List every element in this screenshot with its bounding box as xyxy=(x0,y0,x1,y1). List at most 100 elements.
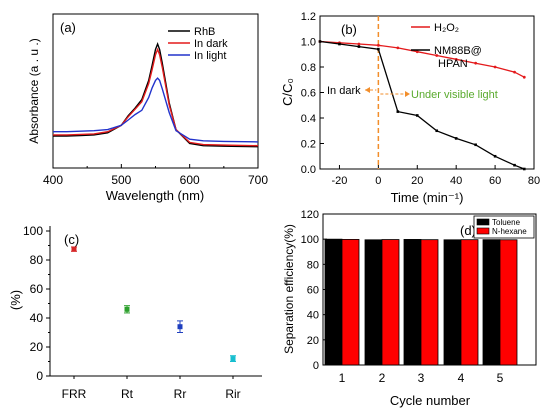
panel-a-ylabel: Absorbance (a . u .) xyxy=(27,38,41,143)
panel-b-ytick-label: 0.8 xyxy=(301,62,316,74)
panel-d-bar-toluene-5 xyxy=(482,239,501,366)
panel-b-ytick-label: 0.6 xyxy=(301,88,316,100)
panel-c-ytick-label: 100 xyxy=(23,224,43,238)
panel-a-xlabel: Wavelength (nm) xyxy=(106,188,205,203)
panel-a-label: (a) xyxy=(60,20,76,35)
panel-d-bar-toluene-1 xyxy=(324,238,343,366)
panel-d-xtick-label: 2 xyxy=(379,371,386,385)
panel-d-bar-toluene-3 xyxy=(403,239,422,366)
panel-b-ytick-label: 1.0 xyxy=(301,37,316,49)
panel-b-point xyxy=(522,75,526,79)
panel-b-point xyxy=(493,154,497,158)
panel-d-ytick-label: 20 xyxy=(307,335,319,347)
panel-c-point-rir xyxy=(230,356,236,362)
panel-b-point xyxy=(454,137,458,140)
panel-d-bar-n-hexane-4 xyxy=(460,239,479,366)
panel-a-xtick-label: 500 xyxy=(111,173,131,187)
panel-a-xtick-label: 600 xyxy=(180,173,200,187)
panel-b-ytick-label: 0.4 xyxy=(301,113,316,125)
panel-b-point xyxy=(435,129,439,133)
panel-d-bar-n-hexane-1 xyxy=(341,239,360,366)
panel-d-legend-swatch xyxy=(476,218,490,226)
panel-b-series-line-1 xyxy=(319,40,525,170)
panel-d-xtick-label: 5 xyxy=(497,371,504,385)
panel-d-xlabel: Cycle number xyxy=(390,393,471,408)
panel-d-bar-toluene-4 xyxy=(443,239,462,366)
panel-a-legend-label: In light xyxy=(194,50,226,62)
panel-b-point xyxy=(318,40,322,43)
panel-d-ytick-label: 120 xyxy=(301,209,319,221)
panel-b-point xyxy=(513,163,516,167)
panel-d-ytick-label: 0 xyxy=(313,360,319,372)
panel-b-point xyxy=(513,70,516,74)
panel-d-xtick-label: 4 xyxy=(458,371,465,385)
panel-b-ylabel: C/C₀ xyxy=(280,78,295,106)
panel-c-ytick-label: 40 xyxy=(30,311,44,325)
panel-d-xtick-label: 1 xyxy=(339,371,346,385)
panel-b-legend-label: H₂O₂ xyxy=(434,22,459,34)
panel-d-ytick-label: 40 xyxy=(307,310,319,322)
panel-b-point xyxy=(474,61,478,65)
panel-b-series-line-0 xyxy=(319,40,525,78)
panel-b-point xyxy=(376,43,380,47)
panel-c-label: (c) xyxy=(64,232,79,247)
panel-a-series-line-1 xyxy=(53,47,259,147)
panel-b-arrowhead-dark xyxy=(365,87,370,93)
panel-c-point-rt xyxy=(124,306,130,312)
panel-c-point-rr xyxy=(177,324,183,330)
panel-c-ytick-label: 0 xyxy=(36,369,43,383)
panel-c-xtick-label: FRR xyxy=(62,387,87,401)
panel-b-xlabel: Time (min⁻¹) xyxy=(391,190,464,205)
panel-d-ytick-label: 80 xyxy=(307,259,319,271)
panel-c-point-frr xyxy=(71,246,77,252)
panel-b-point xyxy=(415,114,419,117)
panel-b-xtick-label: 40 xyxy=(450,175,462,187)
panel-b-point xyxy=(522,167,526,171)
panel-b-point xyxy=(396,46,400,50)
panel-d-ytick-label: 60 xyxy=(307,285,319,297)
panel-d-xtick-label: 3 xyxy=(418,371,425,385)
panel-c-xtick-label: Rir xyxy=(225,387,240,401)
panel-b-arrowhead-light xyxy=(405,91,410,97)
panel-d-ytick-label: 100 xyxy=(301,234,319,246)
panel-b-label: (b) xyxy=(341,22,357,37)
panel-d-bar-n-hexane-5 xyxy=(499,239,518,366)
panel-d-legend-label: N-hexane xyxy=(492,227,527,236)
panel-b-point xyxy=(493,65,497,69)
panel-b-ytick-label: 0.2 xyxy=(301,139,316,151)
panel-b-point xyxy=(377,47,380,51)
panel-b-point xyxy=(338,42,341,46)
panel-c-ytick-label: 60 xyxy=(30,282,44,296)
panel-c-ylabel: (%) xyxy=(8,290,23,310)
panel-d-legend-swatch xyxy=(476,227,490,235)
panel-b-legend-label: NM88B@ HPAN xyxy=(434,45,482,70)
panel-b-point xyxy=(474,143,477,147)
panel-c: (c) 0 20 40 60 80 100 FRR Rt Rr Rir (%) xyxy=(8,224,262,401)
panel-b-point xyxy=(357,42,361,46)
panel-b-xtick-label: 20 xyxy=(411,175,423,187)
panel-d: 0 20 40 60 80 100 120 1 2 3 4 5 (d) TolueneN-hexane… xyxy=(282,209,537,408)
panel-a-xtick-label: 400 xyxy=(43,173,63,187)
panel-d-bar-n-hexane-3 xyxy=(420,239,439,366)
panel-b-xtick-label: 80 xyxy=(528,175,540,187)
panel-c-ytick-label: 80 xyxy=(30,253,44,267)
panel-b-point xyxy=(396,110,400,113)
panel-b: (b) -20 0 20 40 60 80 0.0 0.2 0.4 0.6 0.8 1.0 1.2 H₂… xyxy=(280,11,540,205)
panel-a-legend-label: RhB xyxy=(194,26,215,38)
panel-b-point xyxy=(415,50,419,54)
panel-b-xtick-label: 0 xyxy=(375,175,381,187)
panel-d-ylabel: Separation efficiency(%) xyxy=(282,224,296,354)
panel-b-annotation-dark: In dark xyxy=(327,85,361,97)
panel-c-ytick-label: 20 xyxy=(30,340,44,354)
panel-a-xtick-label: 700 xyxy=(248,173,268,187)
panel-b-point xyxy=(357,45,361,48)
panel-b-annotation-light: Under visible light xyxy=(411,89,498,101)
panel-b-point xyxy=(435,54,439,57)
panel-b-xtick-label: -20 xyxy=(332,175,348,187)
panel-d-bar-toluene-2 xyxy=(364,239,383,366)
panel-b-xtick-label: 60 xyxy=(489,175,501,187)
panel-d-bar-n-hexane-2 xyxy=(381,239,400,366)
panel-a-series-line-2 xyxy=(53,77,259,143)
